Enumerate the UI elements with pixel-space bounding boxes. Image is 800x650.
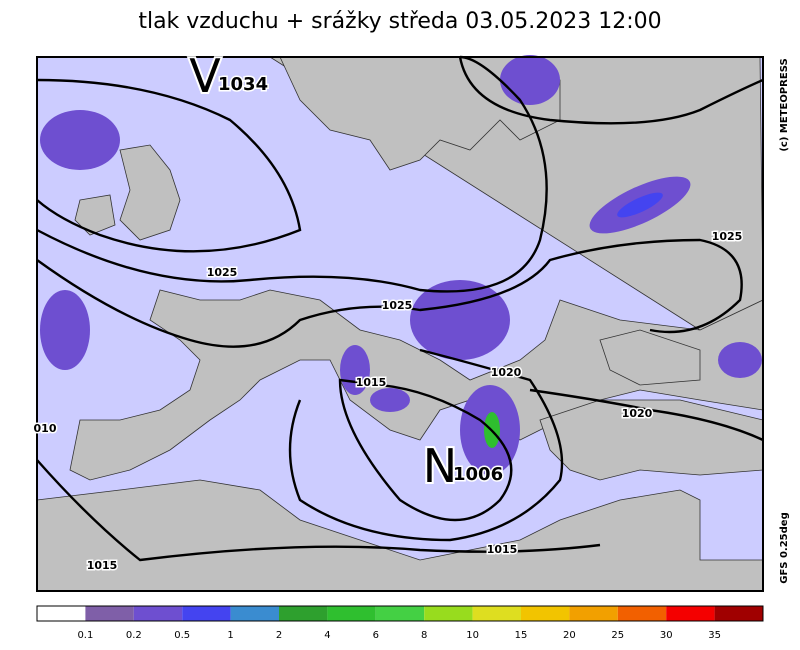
colorbar-swatch <box>85 606 134 621</box>
isobar-label: 1025 <box>207 266 238 279</box>
colorbar-label: 4 <box>324 630 330 641</box>
precipitation <box>40 55 762 475</box>
colorbar-label: 15 <box>515 630 528 641</box>
isobar-label: 1020 <box>622 407 653 420</box>
colorbar: 0.1 0.2 0.5 1 2 4 6 8 10 15 20 25 30 35 <box>36 605 764 641</box>
colorbar-label: 0.1 <box>77 630 93 641</box>
colorbar-swatch <box>714 606 763 621</box>
colorbar-swatch <box>230 606 279 621</box>
isobar-label: 010 <box>34 422 57 435</box>
colorbar-label: 0.2 <box>126 630 142 641</box>
map-title: tlak vzduchu + srážky středa 03.05.2023 … <box>138 9 661 34</box>
isobar-label: 1020 <box>491 366 522 379</box>
colorbar-swatch <box>279 606 328 621</box>
isobar-labels: 1025 1025 1015 1020 1020 1025 1015 1015 010 <box>32 229 744 574</box>
isobars <box>36 55 764 562</box>
center-letter: N <box>423 439 457 493</box>
isobar-label: 1015 <box>487 543 518 556</box>
colorbar-swatch <box>617 606 667 621</box>
map-frame <box>36 56 764 592</box>
colorbar-swatch <box>472 606 521 621</box>
isobar-label: 1025 <box>712 230 743 243</box>
center-value: 1034 <box>218 74 268 95</box>
colorbar-label: 1 <box>227 630 233 641</box>
colorbar-swatch <box>37 606 86 621</box>
colorbar-swatch <box>327 606 376 621</box>
center-letter: V <box>189 49 221 103</box>
colorbar-swatch <box>375 606 425 621</box>
model-label: GFS 0.25deg <box>779 512 790 584</box>
colorbar-label: 0.5 <box>174 630 190 641</box>
isobar-label: 1015 <box>356 376 387 389</box>
colorbar-swatch <box>182 606 231 621</box>
center-value: 1006 <box>453 464 503 485</box>
colorbar-label: 20 <box>563 630 576 641</box>
colorbar-frame <box>36 605 764 622</box>
colorbar-swatch <box>521 606 570 621</box>
colorbar-label: 10 <box>466 630 479 641</box>
isobar-label: 1025 <box>382 299 413 312</box>
colorbar-swatch <box>424 606 473 621</box>
colorbar-swatch <box>569 606 618 621</box>
colorbar-label: 8 <box>421 630 427 641</box>
colorbar-label: 35 <box>708 630 721 641</box>
colorbar-label: 25 <box>611 630 624 641</box>
colorbar-swatch <box>666 606 715 621</box>
colorbar-swatch <box>133 606 183 621</box>
colorbar-label: 30 <box>660 630 673 641</box>
credit: (c) METEOPRESS <box>779 58 790 151</box>
isobar-label: 1015 <box>87 559 118 572</box>
land <box>36 56 764 592</box>
colorbar-label: 6 <box>373 630 379 641</box>
colorbar-label: 2 <box>276 630 282 641</box>
